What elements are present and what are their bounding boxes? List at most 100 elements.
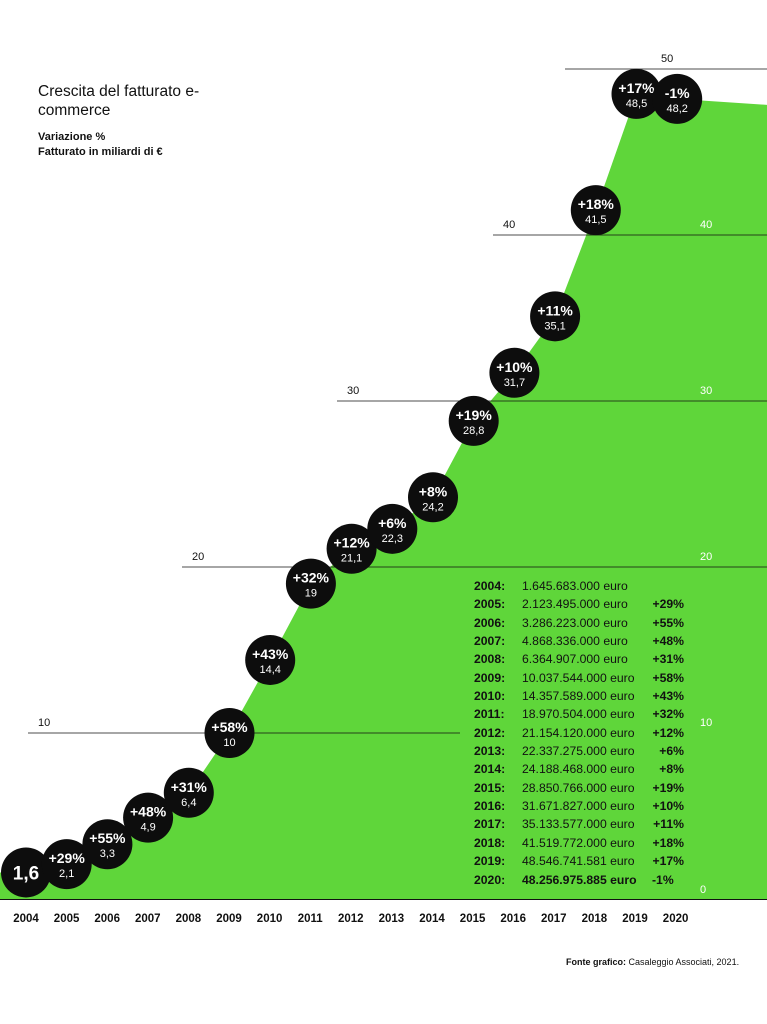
table-value: 3.286.223.000 euro (522, 615, 628, 630)
table-value: 2.123.495.000 euro (522, 597, 628, 612)
data-point (163, 767, 214, 818)
data-point (326, 523, 377, 574)
value-label: 22,3 (382, 533, 403, 545)
xtick-label: 2010 (257, 913, 283, 925)
table-year: 2015: (474, 780, 506, 795)
xtick-label: 2018 (582, 913, 608, 925)
data-point (367, 503, 418, 554)
table-change: +55% (652, 615, 684, 630)
change-label: +55% (89, 830, 126, 846)
value-label: 6,4 (181, 797, 196, 809)
change-label: +58% (211, 719, 248, 735)
table-change (650, 577, 684, 595)
table-change: +10% (652, 799, 684, 814)
subtitle-variation: Variazione % (38, 131, 106, 143)
table-row: 2018: 41.519.772.000 euro +18% (474, 834, 686, 852)
xtick-label: 2007 (135, 913, 161, 925)
value-label: 31,7 (504, 377, 525, 389)
table-value: 4.868.336.000 euro (522, 634, 628, 649)
change-label: +12% (333, 535, 370, 551)
table-row: 2020: 48.256.975.885 euro -1% (474, 871, 686, 889)
xtick-label: 2020 (663, 913, 689, 925)
table-row: 2015: 28.850.766.000 euro +19% (474, 779, 686, 797)
ytick-label: 20 (192, 551, 204, 563)
table-row: 2011: 18.970.504.000 euro +32% (474, 705, 686, 723)
table-year: 2020: (474, 872, 506, 887)
table-change: +58% (652, 670, 684, 685)
data-point (652, 73, 703, 124)
table-value: 48.256.975.885 euro (522, 872, 637, 887)
table-value: 18.970.504.000 euro (522, 707, 635, 722)
table-change: +12% (652, 725, 684, 740)
value-label: 4,9 (140, 822, 155, 834)
xtick-label: 2017 (541, 913, 567, 925)
table-row: 2012: 21.154.120.000 euro +12% (474, 724, 686, 742)
change-label: +31% (171, 779, 208, 795)
table-value: 31.671.827.000 euro (522, 799, 635, 814)
subtitle-revenue: Fatturato in miliardi di € (38, 146, 163, 158)
ytick-label-right: 40 (700, 219, 712, 231)
change-label: +10% (496, 359, 533, 375)
ytick-label: 50 (661, 53, 673, 65)
value-label: 14,4 (259, 664, 280, 676)
table-row: 2017: 35.133.577.000 euro +11% (474, 815, 686, 833)
value-label: 10 (223, 737, 235, 749)
table-value: 28.850.766.000 euro (522, 780, 635, 795)
table-change: +32% (652, 707, 684, 722)
change-label: +29% (49, 850, 86, 866)
xtick-label: 2014 (419, 913, 445, 925)
value-label: 3,3 (100, 848, 115, 860)
table-row: 2005: 2.123.495.000 euro +29% (474, 595, 686, 613)
table-year: 2018: (474, 835, 506, 850)
value-label: 28,8 (463, 425, 484, 437)
table-value: 48.546.741.581 euro (522, 854, 635, 869)
xtick-label: 2013 (379, 913, 405, 925)
table-row: 2014: 24.188.468.000 euro +8% (474, 760, 686, 778)
table-change: +19% (652, 780, 684, 795)
xtick-label: 2019 (622, 913, 648, 925)
table-year: 2010: (474, 689, 506, 704)
ytick-label-right: 10 (700, 717, 712, 729)
xtick-label: 2011 (298, 913, 324, 925)
table-row: 2004: 1.645.683.000 euro (474, 577, 686, 595)
table-year: 2019: (474, 854, 506, 869)
table-year: 2013: (474, 744, 506, 759)
table-change: -1% (652, 872, 674, 887)
value-label: 24,2 (422, 501, 443, 513)
table-row: 2007: 4.868.336.000 euro +48% (474, 632, 686, 650)
table-value: 1.645.683.000 euro (522, 579, 628, 593)
table-change: +18% (652, 835, 684, 850)
data-point (285, 558, 336, 609)
change-label: +18% (578, 196, 615, 212)
change-label: -1% (665, 85, 690, 101)
value-label: 35,1 (544, 320, 565, 332)
change-label: +8% (419, 483, 448, 499)
change-label: +17% (618, 80, 655, 96)
data-point (245, 634, 296, 685)
table-year: 2006: (474, 615, 506, 630)
xtick-label: 2004 (13, 913, 39, 925)
table-row: 2010: 14.357.589.000 euro +43% (474, 687, 686, 705)
xtick-label: 2012 (338, 913, 364, 925)
table-change: +43% (652, 689, 684, 704)
table-value: 21.154.120.000 euro (522, 725, 635, 740)
data-table: 2004: 1.645.683.000 euro 2005: 2.123.495.00… (474, 577, 686, 889)
ytick-label-right: 30 (700, 385, 712, 397)
value-label: 1,6 (13, 863, 39, 884)
change-label: +43% (252, 646, 289, 662)
table-change: +48% (652, 634, 684, 649)
value-label: 21,1 (341, 553, 362, 565)
data-point (489, 347, 540, 398)
table-year: 2009: (474, 670, 506, 685)
data-point (570, 185, 621, 236)
table-change: +8% (659, 762, 684, 777)
table-change: +17% (652, 854, 684, 869)
source-text: Casaleggio Associati, 2021. (626, 957, 740, 967)
table-value: 6.364.907.000 euro (522, 652, 628, 667)
table-year: 2004: (474, 579, 506, 593)
table-year: 2008: (474, 652, 506, 667)
xtick-label: 2015 (460, 913, 486, 925)
ytick-label-right: 20 (700, 551, 712, 563)
chart-title: Crescita del fatturato e-commerce (38, 83, 200, 119)
